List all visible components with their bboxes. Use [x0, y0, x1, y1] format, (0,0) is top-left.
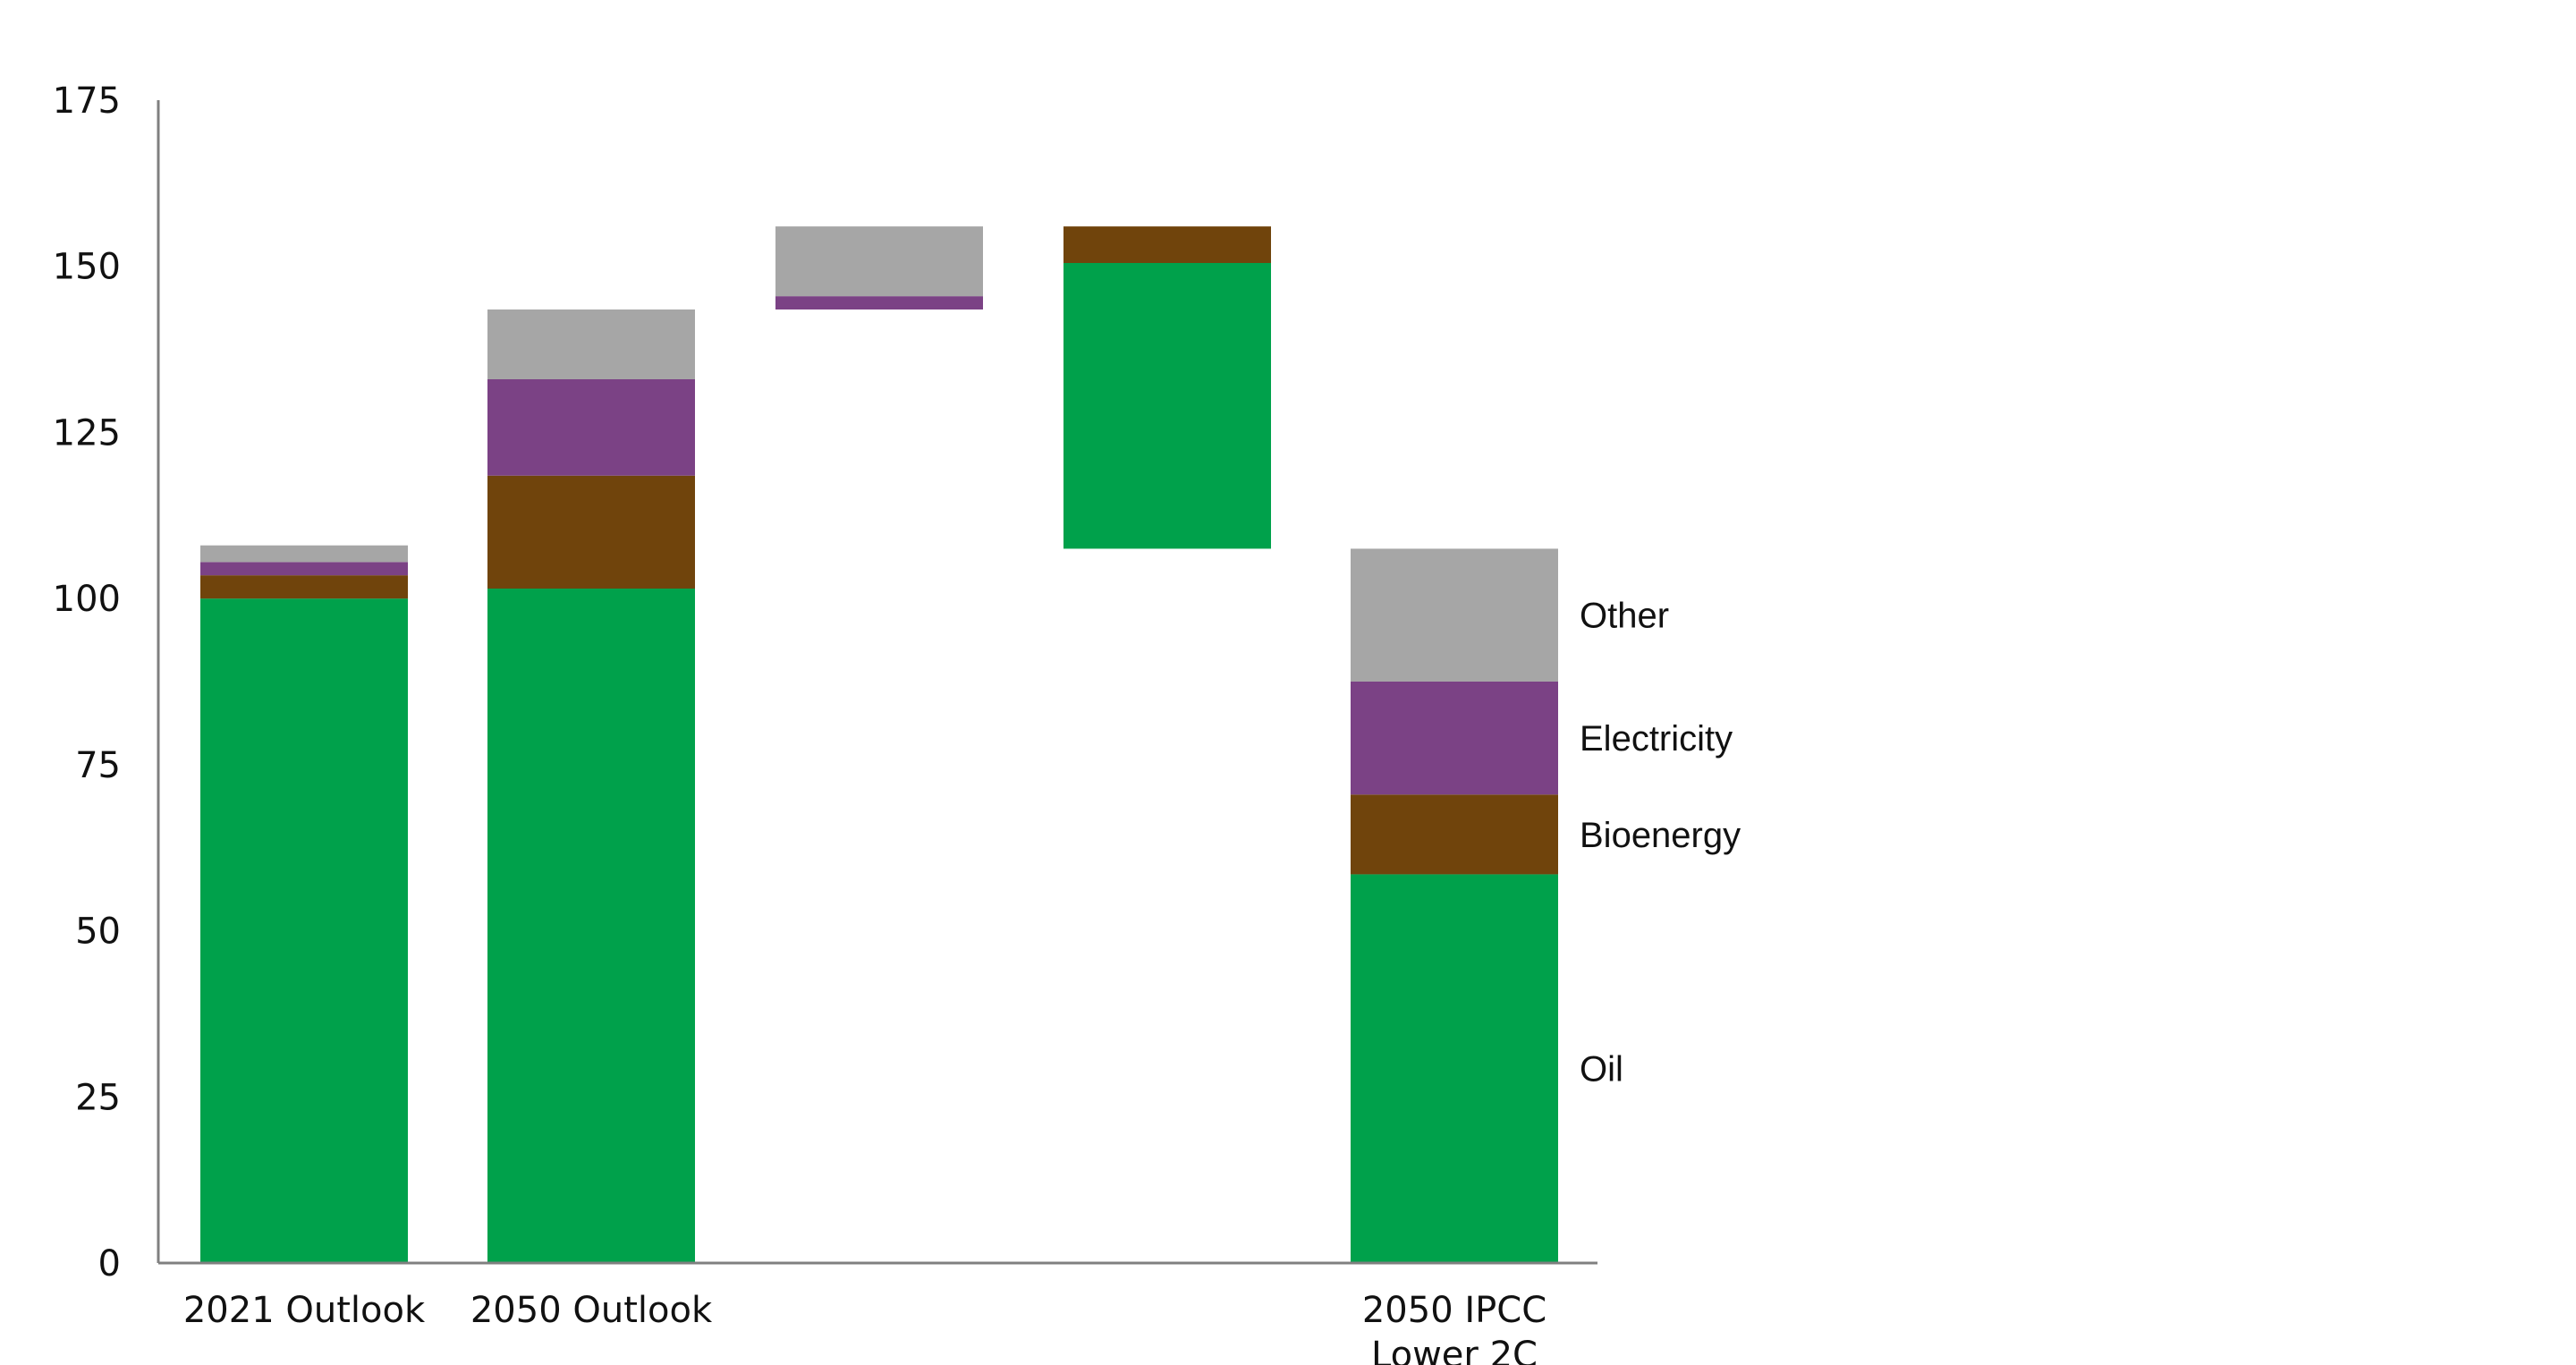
bar-segment-other-0 — [200, 545, 408, 563]
legend-label-bioenergy: Bioenergy — [1580, 816, 1741, 855]
x-category-label: 2021 Outlook — [183, 1290, 426, 1331]
bar-segment-oil-0 — [200, 598, 408, 1263]
bars-group — [200, 226, 1558, 1263]
y-tick-label: 150 — [53, 247, 121, 288]
legend-label-oil: Oil — [1580, 1050, 1623, 1089]
legend: Other Electricity Bioenergy Oil — [1580, 597, 1741, 1089]
x-category-label: Lower 2C — [1371, 1335, 1538, 1365]
bar-segment-electricity-2 — [775, 296, 983, 309]
bar-segment-oil-4 — [1351, 874, 1558, 1263]
bar-segment-electricity-1 — [487, 379, 695, 476]
bar-segment-other-1 — [487, 309, 695, 379]
bar-segment-electricity-4 — [1351, 682, 1558, 795]
bar-segment-electricity-0 — [200, 562, 408, 576]
bar-segment-bioenergy-4 — [1351, 794, 1558, 875]
bar-segment-bioenergy-1 — [487, 475, 695, 589]
bar-segment-bioenergy-3 — [1063, 226, 1271, 263]
y-tick-label: 25 — [75, 1077, 121, 1118]
x-category-label: 2050 Outlook — [470, 1290, 713, 1331]
bar-segment-oil-3 — [1063, 263, 1271, 549]
y-tick-label: 175 — [53, 81, 121, 122]
x-category-labels: 2021 Outlook 2050 Outlook 2050 IPCC Lower 2… — [183, 1290, 1546, 1365]
y-tick-labels: 0 25 50 75 100 125 150 175 — [53, 81, 121, 1284]
y-tick-label: 125 — [53, 412, 121, 454]
bar-segment-other-4 — [1351, 548, 1558, 682]
axes-group — [157, 100, 1597, 1265]
y-tick-label: 100 — [53, 579, 121, 620]
y-tick-label: 75 — [75, 745, 121, 786]
x-category-label: 2050 IPCC — [1362, 1290, 1546, 1331]
legend-label-electricity: Electricity — [1580, 719, 1733, 759]
bar-segment-other-2 — [775, 226, 983, 297]
y-tick-label: 50 — [75, 911, 121, 953]
legend-label-other: Other — [1580, 597, 1669, 636]
bar-segment-oil-1 — [487, 589, 695, 1263]
y-tick-label: 0 — [98, 1243, 121, 1284]
bar-segment-bioenergy-0 — [200, 575, 408, 599]
